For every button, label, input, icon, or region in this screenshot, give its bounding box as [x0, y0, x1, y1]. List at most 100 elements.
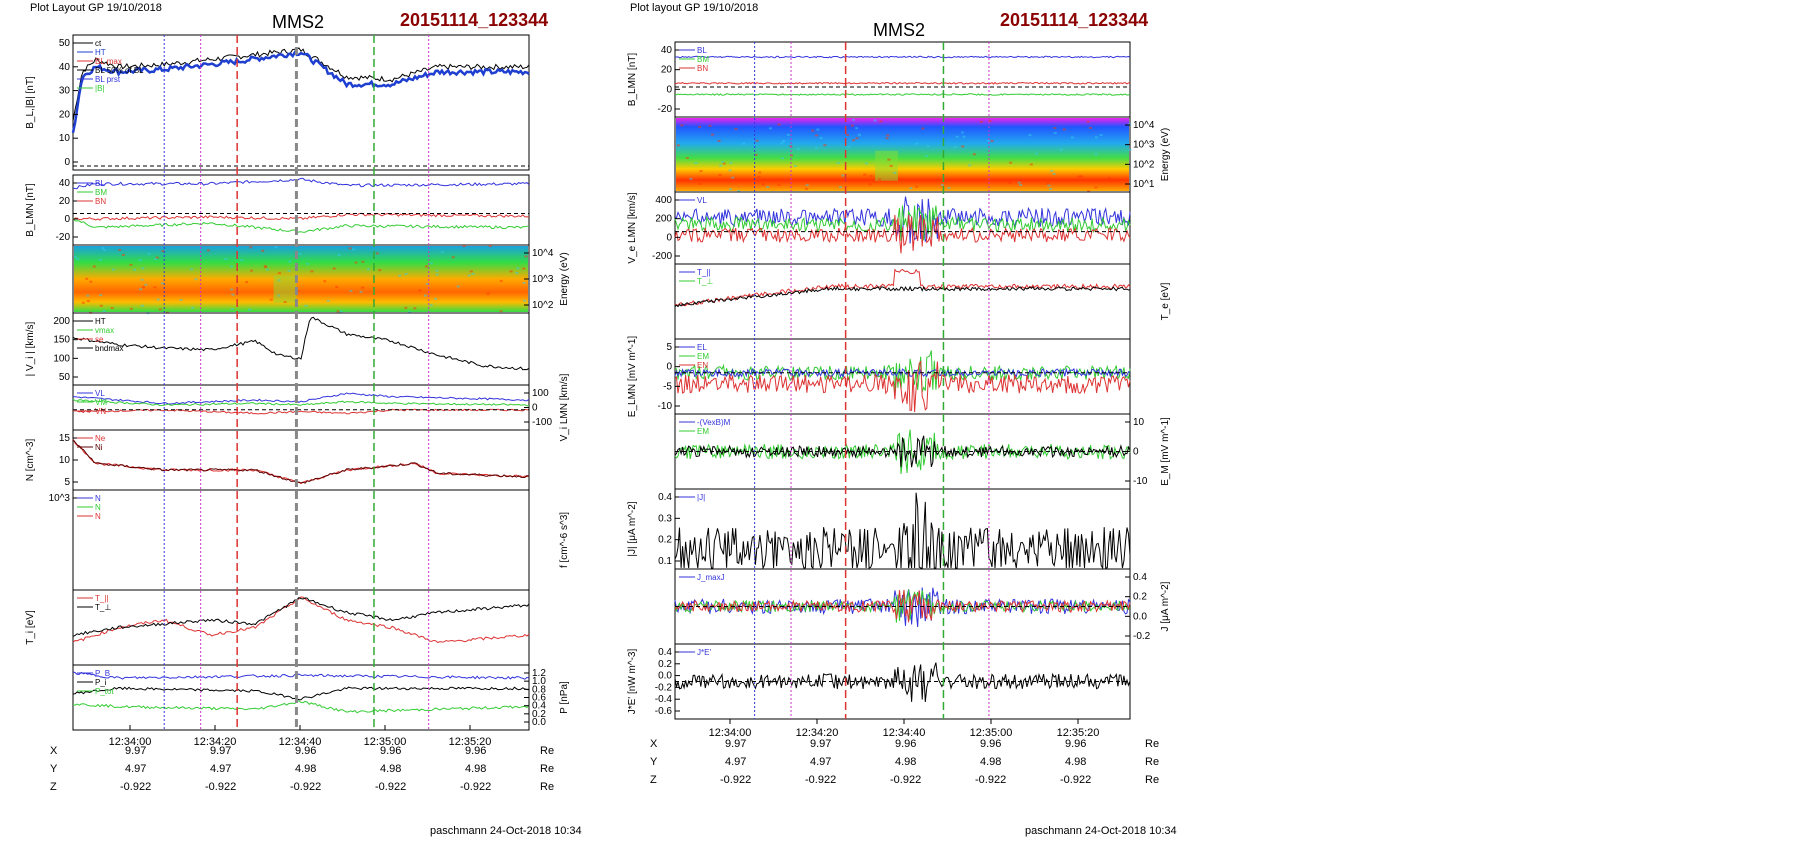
series-ptot — [72, 700, 530, 714]
coord-value: 4.98 — [895, 756, 917, 768]
right-layout-label: Plot layout GP 19/10/2018 — [630, 2, 759, 14]
spectrogram-cell — [86, 300, 90, 303]
spectrogram-cell — [179, 298, 183, 301]
legend-label: BN — [95, 197, 106, 206]
panel-frame — [72, 489, 530, 591]
ytick-label: 0.6 — [532, 693, 546, 704]
spectrogram-cell — [699, 169, 703, 172]
spectrogram-cell — [138, 259, 142, 262]
spectrogram-cell — [1052, 172, 1056, 175]
spectrogram-cell — [378, 269, 382, 272]
panel-frame — [72, 589, 530, 666]
legend-label: N — [95, 494, 101, 503]
spectrogram-cell — [777, 183, 781, 186]
ylabel: B_LMN [nT] — [25, 183, 36, 237]
coord-value: 9.97 — [125, 745, 147, 757]
legend-label: HT — [95, 48, 106, 57]
series-trace — [674, 662, 1131, 702]
spectrogram-cell — [889, 164, 893, 167]
spectrogram-cell — [719, 164, 723, 167]
spectrogram-cell — [189, 268, 193, 271]
ytick-label: 0 — [666, 84, 672, 95]
spectrogram-cell — [287, 269, 291, 272]
series-bn — [72, 212, 530, 221]
coord-unit: Re — [1145, 774, 1160, 786]
series-trace — [674, 214, 1131, 254]
spectrogram-cell — [161, 250, 165, 253]
spectrogram-cell — [680, 124, 684, 127]
legend-label: |J| — [697, 493, 705, 502]
coord-value: 9.96 — [465, 745, 487, 757]
ytick-label: -20 — [56, 232, 71, 243]
spectrogram-cell — [398, 274, 402, 277]
ytick-label: 0 — [666, 232, 672, 243]
panel-frame — [72, 312, 530, 386]
coord-value: 4.97 — [725, 756, 747, 768]
spectrogram-cell — [323, 280, 327, 283]
spectrogram-cell — [926, 145, 930, 148]
ytick-label: 20 — [661, 65, 673, 76]
coord-value: 4.98 — [465, 763, 487, 775]
legend-label: |B| — [95, 84, 105, 93]
spectrogram-cell — [1107, 177, 1111, 180]
legend-label: BL — [697, 46, 707, 55]
series-ni — [72, 439, 530, 484]
ytick-label: 0 — [64, 157, 70, 168]
spectrogram-cell — [76, 258, 80, 261]
ytick-label: 20 — [59, 196, 71, 207]
legend-label: VM — [95, 398, 107, 407]
spectrogram-cell — [742, 142, 746, 145]
spectrogram-cell — [523, 299, 527, 302]
ytick-label: -100 — [532, 417, 552, 428]
spectrogram-cell — [780, 142, 784, 145]
spectrogram-cell — [757, 175, 761, 178]
coord-value: -0.922 — [1060, 774, 1092, 786]
spectrogram-cell — [953, 145, 957, 148]
ylabel: P [nPa] — [559, 681, 570, 714]
spectrogram-cell — [758, 171, 762, 174]
spectrogram-cell — [1008, 181, 1012, 184]
spectrogram-cell — [361, 286, 365, 289]
coord-value: 4.98 — [1065, 756, 1087, 768]
spectrogram-cell — [337, 253, 341, 256]
spectrogram-cell — [676, 144, 680, 147]
spectrogram-gap — [273, 275, 297, 303]
coord-value: 4.98 — [980, 756, 1002, 768]
series-t — [72, 596, 530, 644]
legend-label: T_⊥ — [697, 277, 713, 286]
ytick-label: 200 — [655, 214, 672, 225]
spectrogram-cell — [728, 169, 732, 172]
legend-label: P_B — [95, 669, 110, 678]
spectrogram-cell — [885, 137, 889, 140]
xtick-label: 12:35:00 — [970, 727, 1013, 739]
spectrogram-cell — [855, 127, 859, 130]
spectrogram-cell — [129, 307, 133, 310]
spectrogram-cell — [793, 164, 797, 167]
spectrogram-cell — [737, 189, 741, 192]
spectrogram-cell — [230, 308, 234, 311]
legend-label: T_⊥ — [95, 603, 111, 612]
spectrogram-cell — [160, 282, 164, 285]
ylabel: V_e LMN [km/s] — [627, 192, 638, 263]
spectrogram-cell — [425, 282, 429, 285]
spectrogram-cell — [229, 265, 233, 268]
ytick-label: 0.3 — [658, 513, 672, 524]
ytick-label: 0.2 — [1133, 592, 1147, 603]
spectrogram-cell — [245, 281, 249, 284]
panel-7: 10^3 f [cm^-6 s^3] NNN — [49, 489, 570, 591]
spectrogram-cell — [694, 162, 698, 165]
series-pb — [72, 671, 530, 680]
spectrogram-cell — [1094, 153, 1098, 156]
ytick-label: 200 — [53, 316, 70, 327]
spectrogram-cell — [731, 176, 735, 179]
panel-8: 0.4 0.2 0.0 -0.2 J [μA m^-2] J_maxJ — [674, 568, 1171, 645]
spectrogram-cell — [1019, 183, 1023, 186]
coord-unit: Re — [1145, 756, 1160, 768]
coord-label: Y — [650, 756, 658, 768]
spectrogram-cell — [863, 173, 867, 176]
coord-value: 4.98 — [295, 763, 317, 775]
coord-value: -0.922 — [890, 774, 922, 786]
series-trace — [674, 492, 1131, 570]
